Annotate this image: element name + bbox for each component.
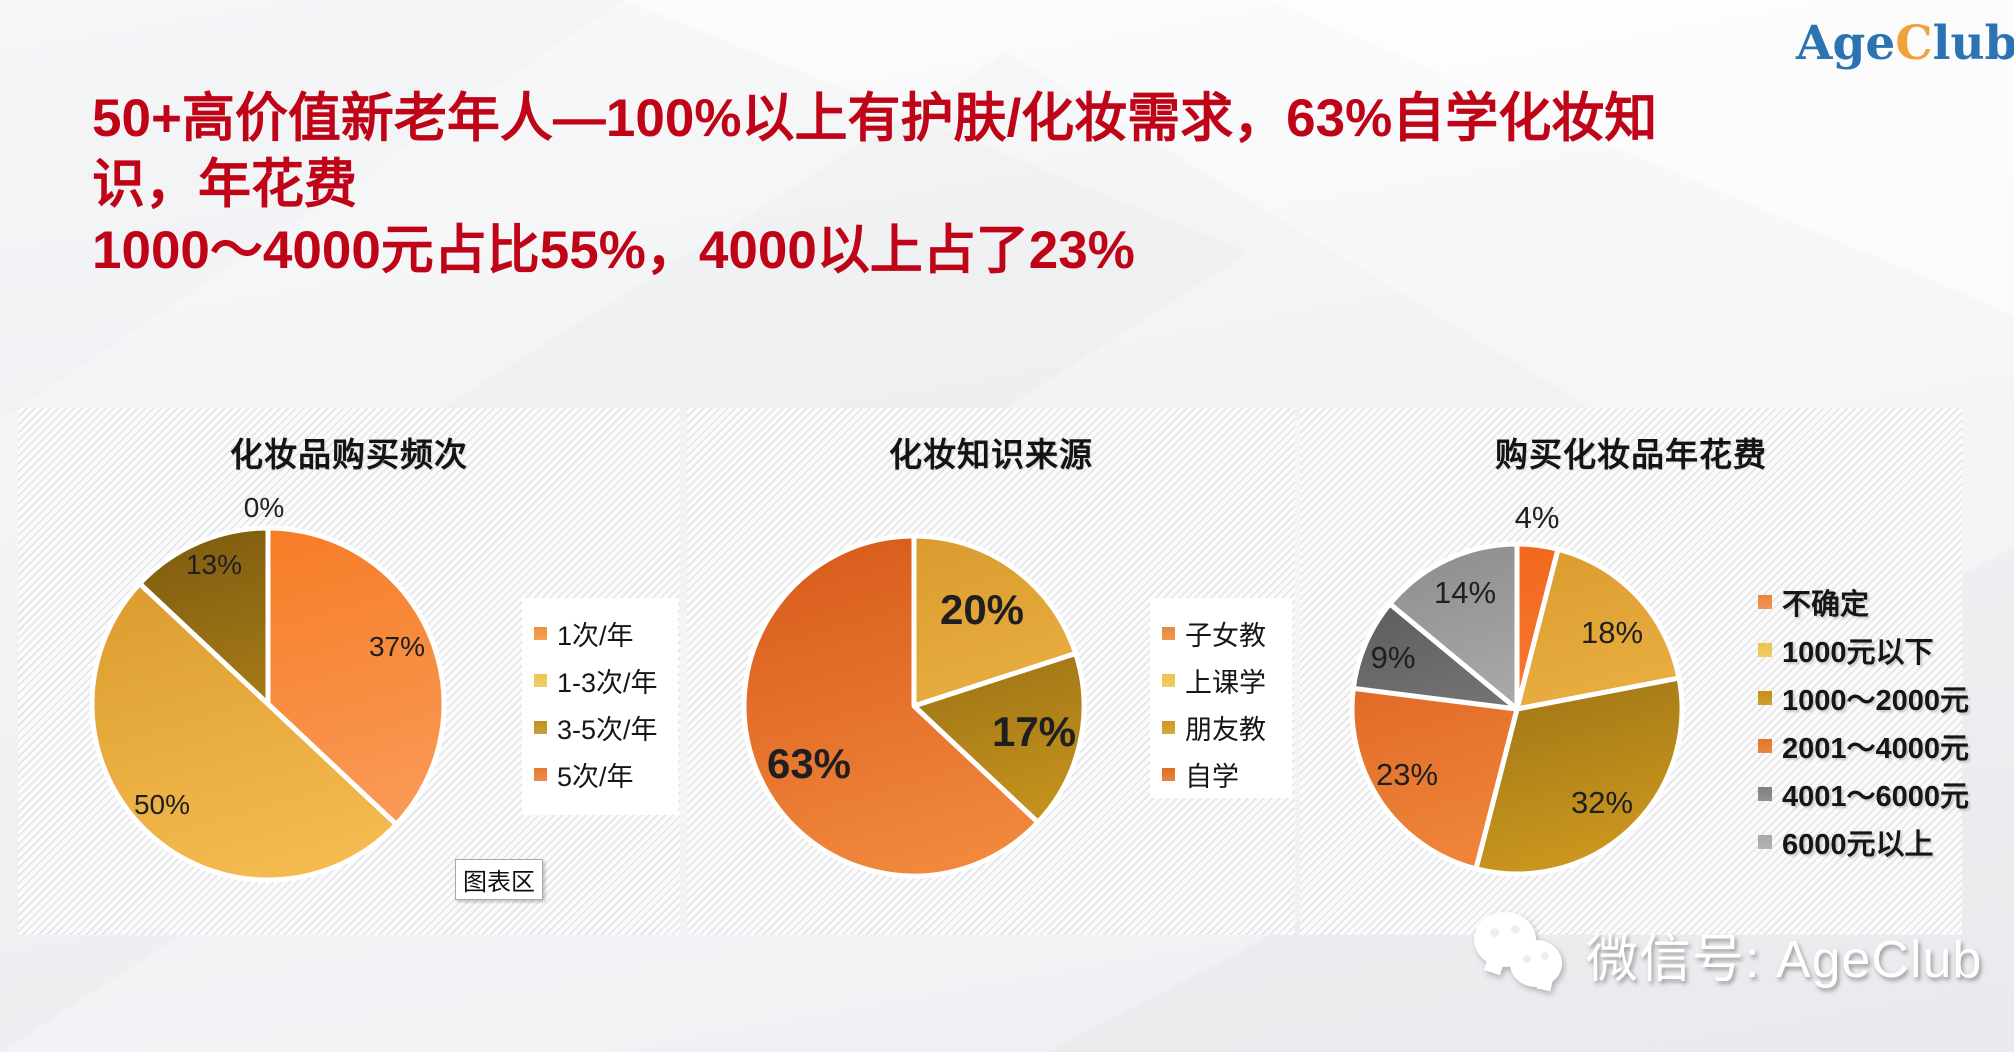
legend-swatch-icon [534, 627, 547, 640]
legend-label: 不确定 [1782, 589, 1870, 621]
slide-title-line2: 1000～4000元占比55%，4000以上占了23% [92, 221, 1135, 280]
legend-label: 朋友教 [1185, 715, 1266, 745]
pie-data-label: 37% [368, 631, 426, 662]
chart-area-tooltip: 图表区 [455, 859, 543, 900]
legend-label: 上课学 [1185, 668, 1266, 698]
legend-item: 6000元以上 [1758, 818, 1956, 866]
pie-data-label: 17% [991, 708, 1077, 755]
legend-item: 不确定 [1758, 578, 1956, 626]
legend-label: 1-3次/年 [557, 668, 658, 698]
logo-part-lub: lub [1932, 16, 2014, 71]
chart-legend: 不确定 1000元以下 1000～2000元 2001～4000元 4001～6000元… [1746, 566, 1969, 866]
chart-legend: 子女教上课学朋友教自学 [1150, 598, 1292, 798]
legend-swatch-icon [1758, 835, 1772, 849]
legend-item: 1000元以下 [1758, 626, 1956, 674]
legend-label: 6000元以上 [1782, 829, 1934, 861]
chart-panel-knowledge-source: 化妆知识来源 20% 17% 63% 子女教上课学朋友教自学 [687, 408, 1295, 935]
legend-item: 子女教 [1162, 610, 1292, 657]
legend-swatch-icon [1758, 595, 1772, 609]
pie-data-label: 63% [766, 740, 852, 787]
pie-data-label: 32% [1570, 785, 1634, 820]
legend-label: 1000元以下 [1782, 637, 1934, 669]
legend-item: 1次/年 [534, 610, 678, 657]
legend-item: 2001～4000元 [1758, 722, 1969, 770]
pie-slice-自学 [741, 533, 1041, 879]
legend-swatch-icon [534, 721, 547, 734]
legend-swatch-icon [1758, 643, 1772, 657]
legend-label: 1000～2000元 [1782, 685, 1970, 717]
chart-title: 化妆品购买频次 [230, 436, 468, 473]
wechat-footer: 微信号: AgeClub [1470, 908, 1982, 1000]
pie-slice-1000元以下 [1514, 546, 1682, 712]
logo-part-age: Age [1796, 16, 1896, 71]
slide-title: 50+高价值新老年人—100%以上有护肤/化妆需求，63%自学化妆知识，年花费 … [92, 86, 1692, 284]
pie-slice-1次/年 [265, 525, 447, 827]
pie-data-label: 23% [1375, 757, 1439, 792]
legend-item: 4001～6000元 [1758, 770, 1969, 818]
chart-panel-annual-spend: 购买化妆品年花费 4% 18% 32% 23% 9% 14% 不确定 1000元以下 1000～2… [1300, 408, 1969, 935]
pie-data-label: 14% [1433, 575, 1497, 610]
wechat-label: 微信号: AgeClub [1586, 930, 1983, 989]
logo-part-c: C [1895, 16, 1933, 71]
legend-label: 自学 [1185, 762, 1239, 792]
legend-swatch-icon [1162, 674, 1175, 687]
ageclub-logo: AgeClub [1796, 16, 2014, 71]
pie-slice-2001～4000元 [1349, 685, 1520, 872]
pie-slice-3-5次/年 [137, 525, 271, 707]
pie-data-label: 18% [1580, 615, 1644, 650]
legend-label: 3-5次/年 [557, 715, 658, 745]
chart-panel-purchase-frequency: 化妆品购买频次 0% 13% 37% 50% 1次/年 1-3次/年 3-5次/年 5次/年图表… [18, 408, 680, 935]
pie-data-label: 9% [1370, 640, 1416, 675]
legend-swatch-icon [534, 768, 547, 781]
legend-item: 1-3次/年 [534, 657, 678, 704]
legend-item: 5次/年 [534, 751, 678, 798]
legend-label: 1次/年 [557, 621, 634, 651]
legend-swatch-icon [1162, 627, 1175, 640]
legend-swatch-icon [534, 674, 547, 687]
pie-data-label: 4% [1514, 500, 1560, 535]
legend-swatch-icon [1758, 787, 1772, 801]
pie-data-label: 0% [243, 492, 285, 523]
pie-data-label: 20% [939, 586, 1025, 633]
legend-item: 朋友教 [1162, 704, 1292, 751]
legend-label: 5次/年 [557, 762, 634, 792]
legend-label: 4001～6000元 [1782, 781, 1970, 813]
legend-item: 自学 [1162, 751, 1292, 798]
legend-swatch-icon [1162, 721, 1175, 734]
legend-item: 上课学 [1162, 657, 1292, 704]
pie-slice-朋友教 [911, 650, 1087, 825]
legend-swatch-icon [1758, 691, 1772, 705]
pie-data-label: 13% [185, 549, 243, 580]
pie-chart [89, 525, 447, 883]
legend-swatch-icon [1758, 739, 1772, 753]
pie-data-label: 50% [133, 789, 191, 820]
chart-title: 化妆知识来源 [889, 436, 1093, 473]
legend-item: 3-5次/年 [534, 704, 678, 751]
legend-item: 1000～2000元 [1758, 674, 1969, 722]
chart-legend: 1次/年 1-3次/年 3-5次/年 5次/年 [522, 598, 678, 815]
wechat-icon [1470, 908, 1570, 1000]
pie-slice-1-3次/年 [89, 581, 399, 883]
legend-swatch-icon [1162, 768, 1175, 781]
legend-label: 子女教 [1185, 621, 1266, 651]
pie-slice-1000～2000元 [1473, 675, 1685, 877]
pie-chart [1349, 541, 1685, 877]
slide-title-line1: 50+高价值新老年人—100%以上有护肤/化妆需求，63%自学化妆知识，年花费 [92, 89, 1658, 214]
pie-chart [741, 533, 1087, 879]
chart-title: 购买化妆品年花费 [1495, 436, 1767, 473]
pie-slice-上课学 [911, 533, 1079, 709]
pie-slice-6000元以上 [1387, 541, 1520, 712]
legend-label: 2001～4000元 [1782, 733, 1970, 765]
